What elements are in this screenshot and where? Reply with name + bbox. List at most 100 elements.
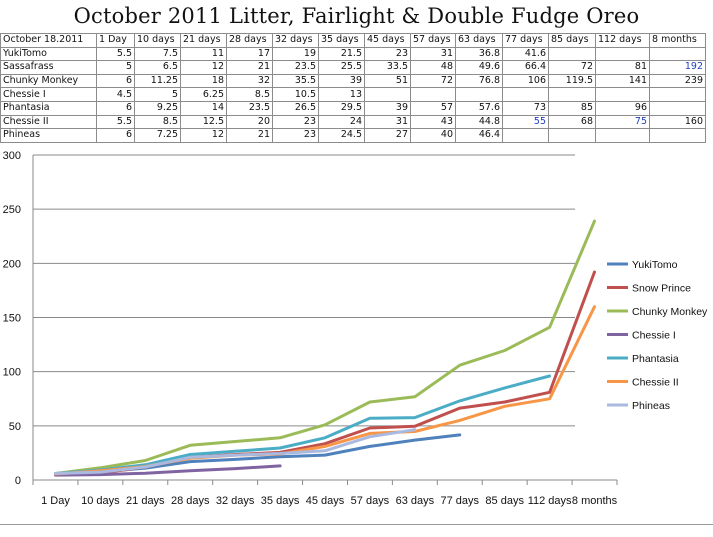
value-cell (548, 46, 596, 62)
value-cell: 4.5 (96, 87, 135, 102)
table-header-row: October 18.2011 1 Day 10 days 21 days 28… (0, 33, 706, 48)
row-name-cell: Phantasia (0, 100, 97, 116)
value-cell: 55 (502, 114, 549, 130)
row-name-cell: YukiTomo (0, 46, 97, 62)
y-tick-label: 50 (9, 421, 21, 433)
value-cell: 26.5 (272, 100, 319, 116)
value-cell: 12.5 (180, 114, 227, 130)
value-cell: 17 (226, 46, 273, 62)
x-tick-label: 45 days (306, 495, 345, 507)
value-cell: 21 (226, 60, 273, 75)
y-tick-label: 0 (15, 475, 21, 487)
value-cell: 72 (548, 60, 596, 75)
page-title: October 2011 Litter, Fairlight & Double … (73, 4, 640, 28)
value-cell: 44.8 (455, 114, 503, 130)
column-header: 85 days (548, 33, 596, 48)
value-cell: 192 (649, 60, 706, 75)
chart-axes: 0 50 100 150 200 250 300 1 Day 10 days 21 days 28 … (3, 150, 618, 507)
table-row: Phantasia 6 9.25 14 23.5 26.5 29.5 39 57 57.6 73 85… (0, 100, 706, 116)
column-header: 1 Day (96, 33, 135, 48)
table-corner-cell: October 18.2011 (0, 33, 97, 48)
value-cell: 40 (410, 128, 456, 143)
value-cell: 73 (502, 100, 549, 116)
y-tick-label: 300 (3, 150, 21, 162)
value-cell: 96 (595, 100, 650, 116)
table-row: Chessie II 5.5 8.5 12.5 20 23 24 31 43 44.8 55 68 75… (0, 114, 706, 130)
value-cell: 9.25 (134, 100, 181, 116)
value-cell: 14 (180, 100, 227, 116)
value-cell (595, 46, 650, 62)
table-row: Chessie I 4.5 5 6.25 8.5 10.5 13 (0, 87, 706, 102)
value-cell: 7.25 (134, 128, 181, 143)
value-cell: 31 (364, 114, 411, 130)
value-cell: 66.4 (502, 60, 549, 75)
value-cell: 23 (272, 128, 319, 143)
row-name-cell: Chessie II (0, 114, 97, 130)
column-header: 21 days (180, 33, 227, 48)
legend-label: Chunky Monkey (632, 306, 708, 318)
value-cell: 20 (226, 114, 273, 130)
value-cell: 57 (410, 100, 456, 116)
x-tick-label: 63 days (396, 495, 435, 507)
value-cell: 31 (410, 46, 456, 62)
row-name-cell: Sassafrass (0, 60, 97, 75)
value-cell: 51 (364, 73, 411, 89)
legend-label: YukiTomo (632, 259, 678, 271)
value-cell: 57.6 (455, 100, 503, 116)
value-cell: 239 (649, 73, 706, 89)
value-cell: 106 (502, 73, 549, 89)
column-header: 10 days (134, 33, 181, 48)
x-tick-label: 112 days (528, 495, 572, 507)
value-cell (502, 128, 549, 143)
value-cell: 21.5 (318, 46, 365, 62)
row-name-cell: Chessie I (0, 87, 97, 102)
table-row: Sassafrass 5 6.5 12 21 23.5 25.5 33.5 48 49.6 66.4… (0, 60, 706, 75)
column-header: 57 days (410, 33, 456, 48)
series-line-chessie-i (54, 464, 282, 477)
value-cell: 6 (96, 100, 135, 116)
value-cell: 21 (226, 128, 273, 143)
legend-label: Snow Prince (632, 283, 691, 295)
series-line-phineas (54, 428, 417, 475)
value-cell (548, 87, 596, 102)
value-cell: 39 (318, 73, 365, 89)
value-cell (649, 87, 706, 102)
value-cell (649, 100, 706, 116)
chart-gridlines (33, 154, 575, 427)
value-cell: 43 (410, 114, 456, 130)
column-header: 8 months (649, 33, 706, 48)
column-header: 77 days (502, 33, 549, 48)
value-cell (548, 128, 596, 143)
growth-line-chart: 0 50 100 150 200 250 300 1 Day 10 days 21 days 28 … (3, 150, 708, 507)
y-tick-label: 150 (3, 313, 21, 325)
weight-table: October 18.2011 1 Day 10 days 21 days 28… (0, 33, 706, 143)
value-cell: 72 (410, 73, 456, 89)
column-header: 112 days (595, 33, 650, 48)
value-cell: 13 (318, 87, 365, 102)
x-tick-label: 28 days (171, 495, 210, 507)
value-cell: 25.5 (318, 60, 365, 75)
table-row: Chunky Monkey 6 11.25 18 32 35.5 39 51 72 76.8 106… (0, 73, 706, 89)
value-cell (649, 128, 706, 143)
value-cell: 6 (96, 128, 135, 143)
x-tick-label: 85 days (485, 495, 524, 507)
value-cell: 24 (318, 114, 365, 130)
bottom-divider (0, 524, 713, 525)
value-cell (595, 128, 650, 143)
value-cell (410, 87, 456, 102)
value-cell (649, 46, 706, 62)
column-header: 28 days (226, 33, 273, 48)
y-tick-label: 250 (3, 204, 21, 216)
row-name-cell: Phineas (0, 128, 97, 143)
value-cell: 12 (180, 128, 227, 143)
chart-legend: YukiTomo Snow Prince Chunky Monkey Chessie … (607, 259, 708, 412)
x-tick-label: 57 days (351, 495, 390, 507)
value-cell: 23.5 (226, 100, 273, 116)
value-cell: 27 (364, 128, 411, 143)
value-cell: 23 (272, 114, 319, 130)
value-cell: 119.5 (548, 73, 596, 89)
value-cell: 5 (134, 87, 181, 102)
value-cell: 85 (548, 100, 596, 116)
value-cell: 24.5 (318, 128, 365, 143)
value-cell (364, 87, 411, 102)
